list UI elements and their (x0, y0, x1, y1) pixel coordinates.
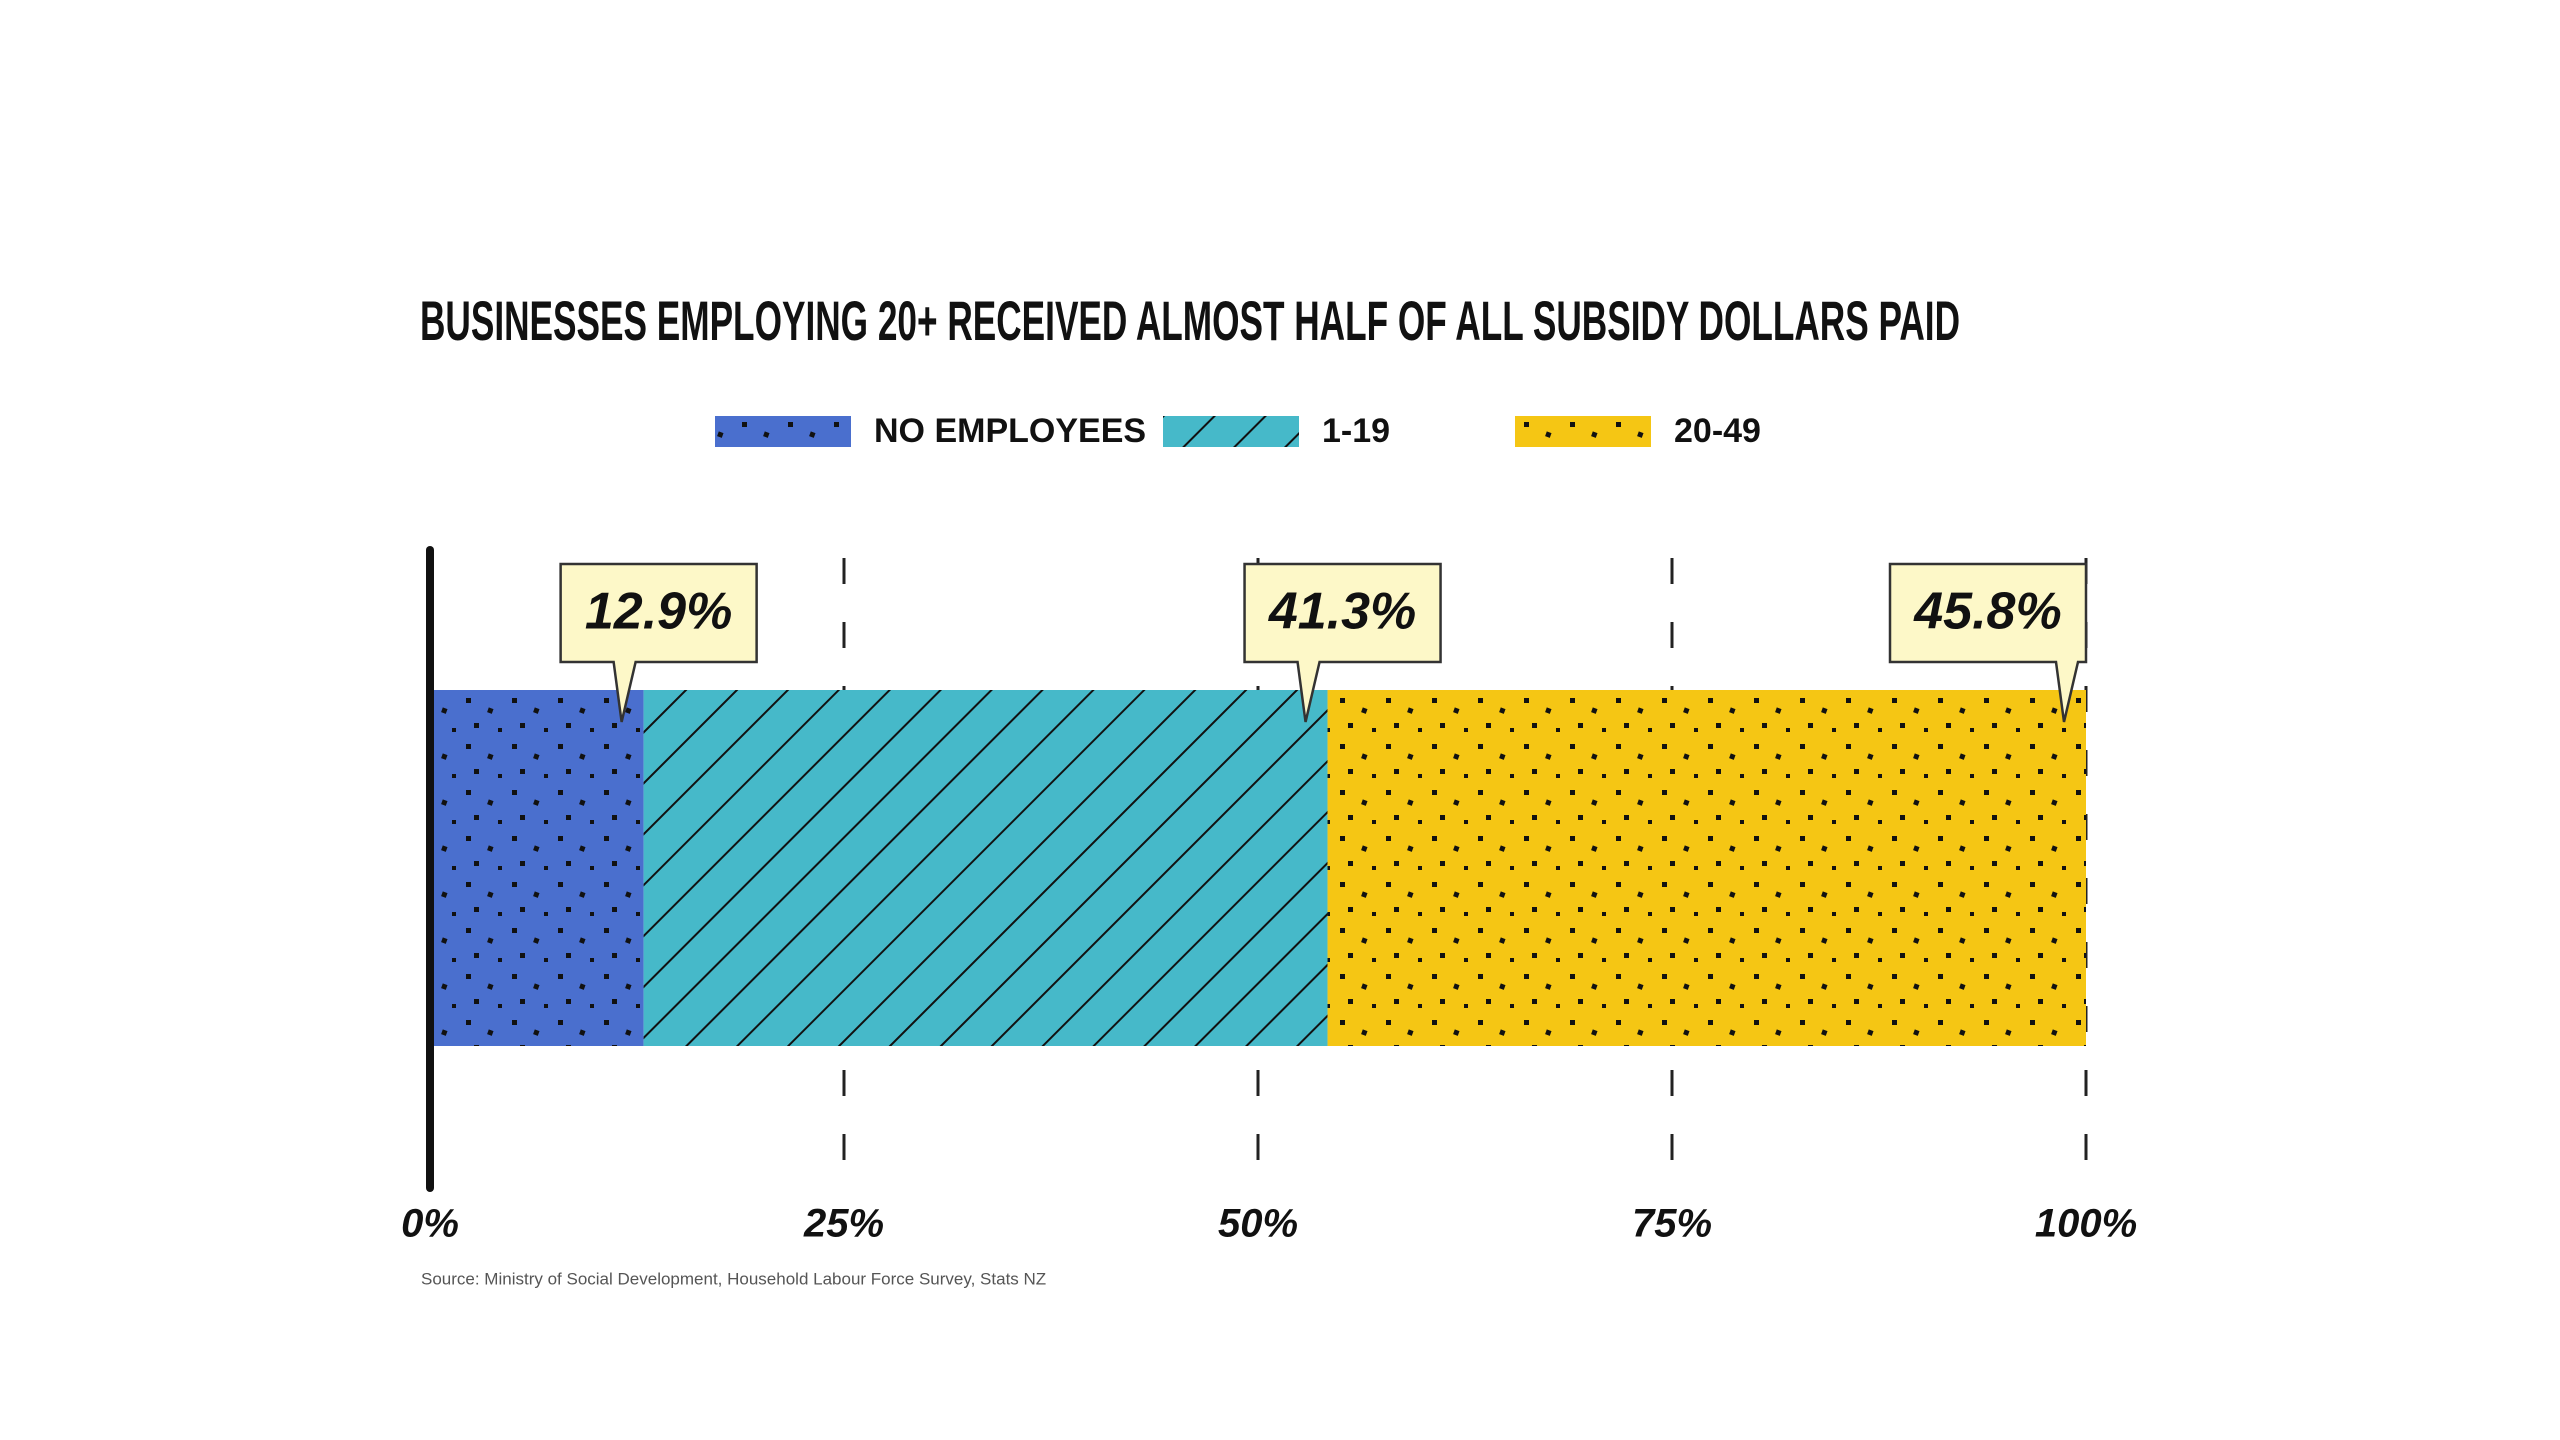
x-tick-label: 100% (2035, 1202, 2137, 1246)
x-tick-label: 25% (803, 1202, 884, 1246)
bar-segment (430, 690, 644, 1046)
x-tick-label: 75% (1632, 1202, 1712, 1246)
legend-label: 20-49 (1674, 412, 1761, 450)
legend-swatch-pattern (1515, 416, 1651, 447)
bar-pattern (643, 690, 1328, 1046)
legend-swatch-pattern (715, 416, 851, 447)
source-note: Source: Ministry of Social Development, … (421, 1269, 1046, 1288)
legend-swatch-pattern (1163, 416, 1299, 447)
callout-box (1243, 562, 1442, 723)
callout-box (559, 562, 758, 723)
value-label: 45.8% (1913, 583, 2061, 641)
legend-item: 20-49 (1515, 412, 1761, 450)
value-label: 12.9% (585, 583, 732, 641)
bar-segment (1327, 690, 2086, 1046)
x-tick-label: 50% (1218, 1202, 1298, 1246)
legend-label: 1-19 (1322, 412, 1390, 450)
callout: 12.9% (559, 562, 758, 723)
bar-segment (643, 690, 1328, 1046)
bar-pattern (1327, 690, 2086, 1046)
chart-title: BUSINESSES EMPLOYING 20+ RECEIVED ALMOST… (420, 289, 1960, 352)
bar-pattern (430, 690, 644, 1046)
callout-box (1888, 562, 2088, 723)
legend-label: NO EMPLOYEES (874, 412, 1146, 450)
legend-item: NO EMPLOYEES (715, 412, 1146, 450)
callout: 45.8% (1888, 562, 2088, 723)
callout: 41.3% (1243, 562, 1442, 723)
legend-item: 1-19 (1163, 412, 1390, 450)
x-tick-label: 0% (401, 1202, 459, 1246)
value-label: 41.3% (1268, 583, 1416, 641)
